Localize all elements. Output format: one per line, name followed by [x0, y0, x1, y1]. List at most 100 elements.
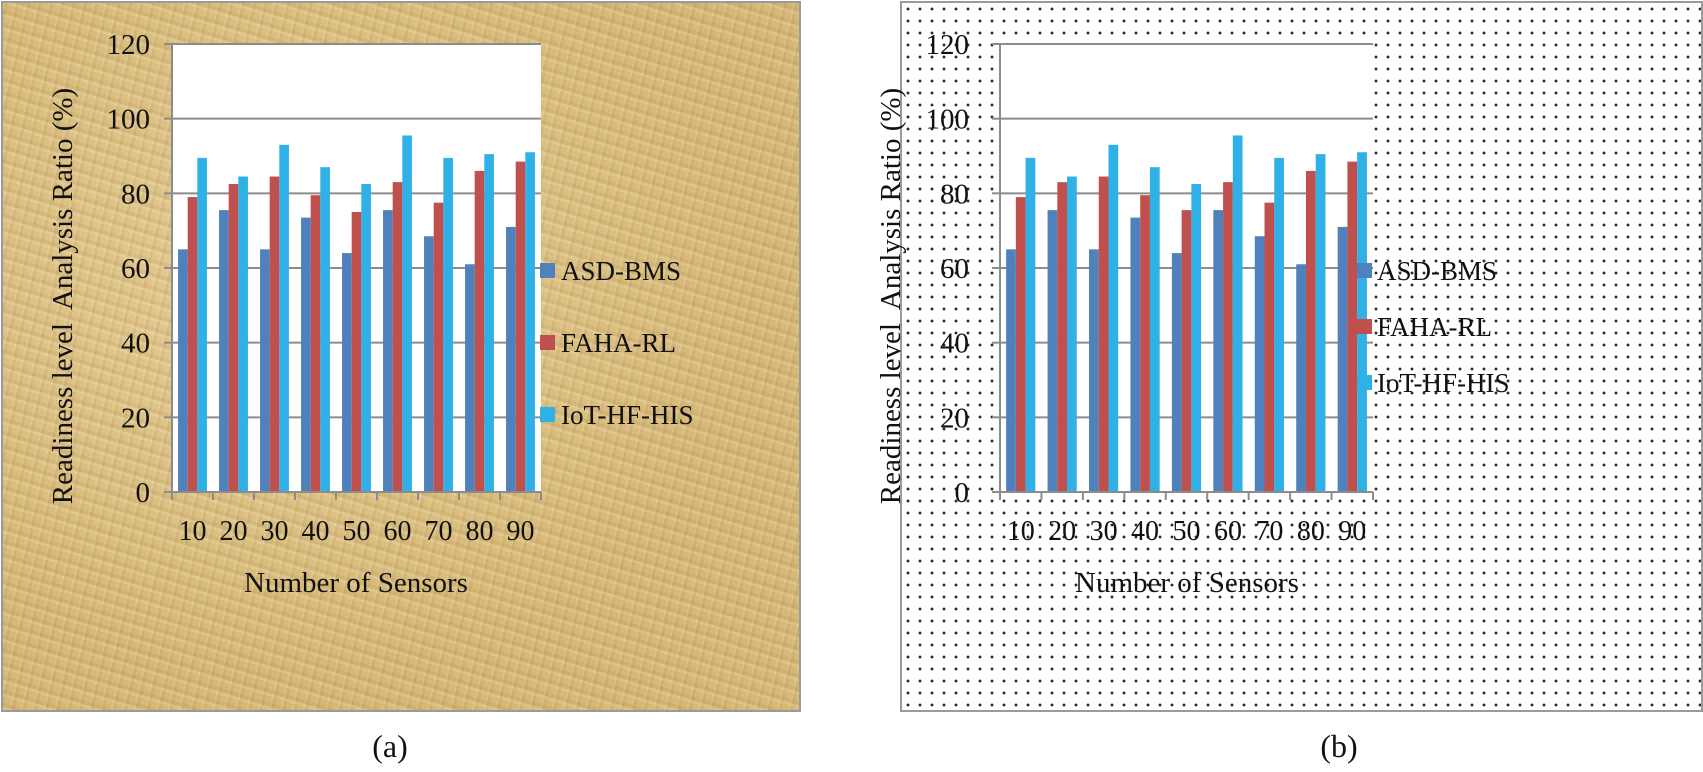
x-tick-label: 70: [1255, 516, 1283, 547]
legend-label-faha-rl: FAHA-RL: [1377, 312, 1492, 342]
bar-iot-hf-his-50: [1191, 184, 1202, 492]
bar-iot-hf-his-20: [238, 176, 248, 492]
bar-asd-bms-10: [1006, 249, 1016, 492]
bar-faha-rl-80: [474, 170, 485, 492]
panel-caption-b: (b): [1320, 728, 1358, 764]
bar-iot-hf-his-80: [1315, 154, 1326, 492]
bar-asd-bms-60: [383, 210, 393, 492]
y-tick-label: 40: [940, 328, 969, 360]
y-axis-title: Readiness level Analysis Ratio (%): [875, 88, 907, 504]
bar-faha-rl-40: [1140, 195, 1150, 492]
y-tick-label: 20: [121, 402, 150, 434]
bar-iot-hf-his-50: [361, 184, 371, 492]
bar-asd-bms-40: [301, 217, 311, 492]
x-tick-label: 90: [1338, 516, 1366, 547]
legend-swatch-asd-bms: [540, 263, 555, 278]
y-axis-title: Readiness level Analysis Ratio (%): [47, 88, 79, 504]
bar-iot-hf-his-60: [1232, 135, 1243, 492]
bar-asd-bms-80: [465, 264, 475, 492]
y-tick-label: 100: [107, 104, 151, 136]
bar-asd-bms-90: [506, 226, 516, 492]
x-tick-label: 70: [425, 516, 453, 547]
y-tick-label: 80: [121, 178, 150, 210]
x-tick-label: 20: [1048, 516, 1076, 547]
panel-caption-a: (a): [372, 728, 408, 764]
bar-faha-rl-30: [269, 176, 280, 492]
bar-iot-hf-his-70: [443, 157, 453, 492]
y-tick-label: 40: [121, 328, 150, 360]
x-tick-label: 60: [384, 516, 412, 547]
x-tick-label: 60: [1214, 516, 1242, 547]
x-tick-label: 30: [1090, 516, 1118, 547]
bar-asd-bms-70: [424, 236, 434, 492]
bar-asd-bms-90: [1337, 226, 1348, 492]
bar-faha-rl-90: [515, 161, 526, 492]
bar-faha-rl-10: [187, 197, 198, 492]
bar-faha-rl-10: [1015, 197, 1026, 492]
legend-swatch-iot-hf-his: [1357, 375, 1372, 390]
x-tick-label: 20: [220, 516, 248, 547]
y-tick-label: 100: [926, 104, 970, 136]
x-tick-label: 80: [1297, 516, 1325, 547]
legend-swatch-faha-rl: [1357, 319, 1372, 334]
bar-faha-rl-40: [310, 195, 321, 492]
bar-asd-bms-60: [1213, 210, 1224, 492]
x-tick-label: 50: [1173, 516, 1201, 547]
bar-asd-bms-80: [1296, 264, 1306, 492]
bar-faha-rl-50: [1181, 210, 1192, 492]
bar-asd-bms-50: [1171, 253, 1182, 492]
bar-faha-rl-80: [1305, 170, 1316, 492]
bar-asd-bms-20: [219, 210, 229, 492]
bar-faha-rl-60: [392, 182, 403, 492]
bar-chart-b: 0 20 40 60 80 100 120 10 20 30 40 50 60 70 80 90 Number …: [875, 29, 1510, 599]
bar-iot-hf-his-10: [1025, 157, 1036, 492]
bar-iot-hf-his-40: [320, 167, 330, 492]
x-tick-label: 90: [507, 516, 535, 547]
chart-panel-a: 0 20 40 60 80 100 120 10 20 30 40 50 60 70 80 90 Number …: [0, 0, 834, 772]
bar-iot-hf-his-80: [484, 154, 494, 492]
bar-faha-rl-70: [1264, 202, 1275, 493]
bar-asd-bms-70: [1254, 236, 1265, 492]
bar-iot-hf-his-30: [279, 144, 289, 493]
bar-iot-hf-his-40: [1149, 167, 1160, 492]
chart-panel-b: 0 20 40 60 80 100 120 10 20 30 40 50 60 70 80 90 Number …: [869, 0, 1703, 772]
legend-swatch-faha-rl: [540, 335, 555, 350]
x-tick-label: 10: [1007, 516, 1035, 547]
y-tick-label: 120: [926, 29, 970, 61]
legend-label-iot-hf-his: IoT-HF-HIS: [561, 400, 694, 430]
y-tick-label: 80: [940, 178, 969, 210]
bar-iot-hf-his-20: [1067, 176, 1077, 492]
y-tick-label: 120: [107, 29, 151, 61]
y-tick-label: 60: [121, 253, 150, 285]
bar-faha-rl-50: [351, 212, 362, 492]
bar-asd-bms-10: [178, 249, 188, 492]
bar-faha-rl-20: [228, 184, 239, 492]
bar-asd-bms-50: [342, 253, 352, 492]
bar-faha-rl-60: [1223, 182, 1233, 492]
bar-asd-bms-30: [1089, 249, 1099, 492]
x-tick-label: 40: [302, 516, 330, 547]
bar-asd-bms-20: [1047, 210, 1058, 492]
x-axis-title: Number of Sensors: [1075, 567, 1299, 599]
bar-faha-rl-20: [1057, 182, 1068, 492]
bar-asd-bms-30: [260, 249, 270, 492]
bar-faha-rl-90: [1347, 161, 1358, 492]
bar-iot-hf-his-70: [1274, 157, 1284, 492]
bar-chart-a: 0 20 40 60 80 100 120 10 20 30 40 50 60 70 80 90 Number …: [47, 29, 694, 599]
bar-faha-rl-70: [433, 202, 444, 493]
legend-swatch-iot-hf-his: [540, 407, 555, 422]
bar-iot-hf-his-10: [197, 157, 207, 492]
bar-faha-rl-30: [1098, 176, 1109, 492]
legend-label-asd-bms: ASD-BMS: [561, 256, 681, 286]
bar-iot-hf-his-90: [525, 152, 535, 492]
y-tick-label: 20: [940, 402, 969, 434]
legend-label-iot-hf-his: IoT-HF-HIS: [1377, 368, 1510, 398]
y-tick-label: 60: [940, 253, 969, 285]
x-tick-label: 30: [261, 516, 289, 547]
bar-asd-bms-40: [1130, 217, 1141, 492]
bar-iot-hf-his-30: [1108, 144, 1119, 493]
bar-iot-hf-his-60: [402, 135, 412, 492]
x-tick-label: 40: [1131, 516, 1159, 547]
legend-swatch-asd-bms: [1357, 263, 1372, 278]
y-tick-label: 0: [136, 477, 151, 509]
